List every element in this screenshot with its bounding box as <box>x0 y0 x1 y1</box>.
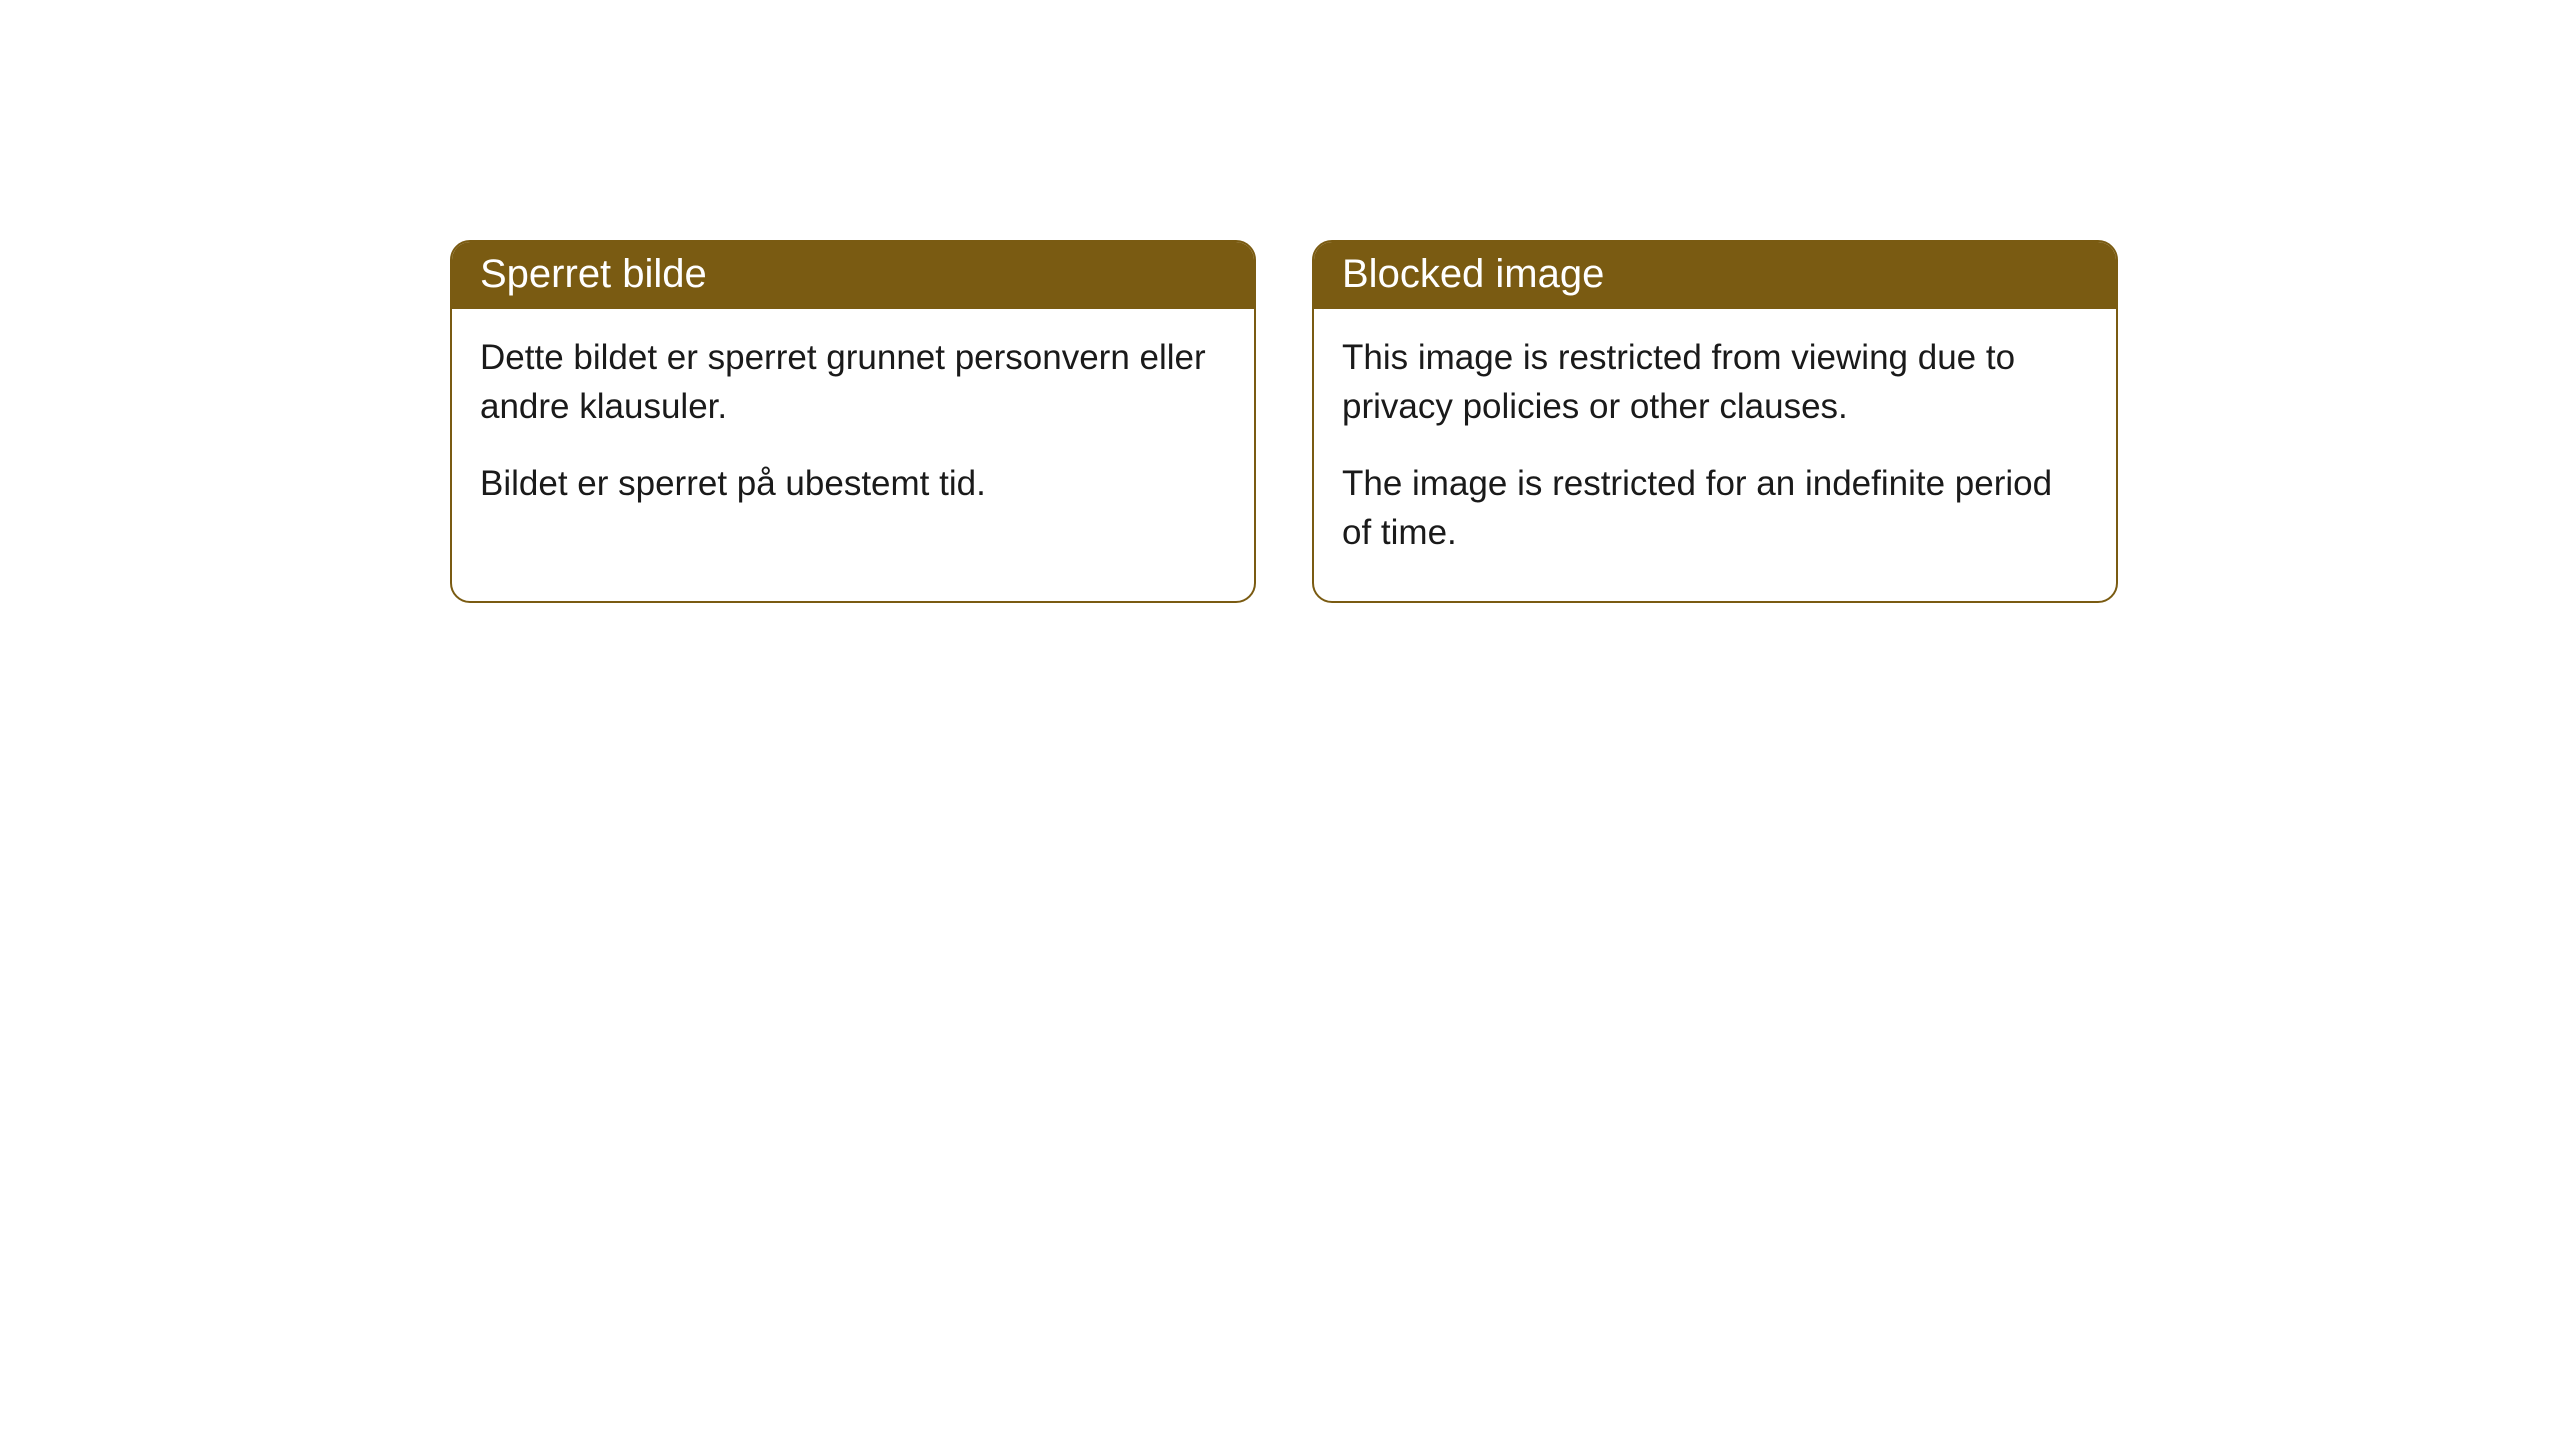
card-paragraph-en-2: The image is restricted for an indefinit… <box>1342 459 2088 557</box>
blocked-image-card-no: Sperret bilde Dette bildet er sperret gr… <box>450 240 1256 603</box>
card-header-no: Sperret bilde <box>452 242 1254 309</box>
blocked-image-card-en: Blocked image This image is restricted f… <box>1312 240 2118 603</box>
card-body-en: This image is restricted from viewing du… <box>1314 309 2116 601</box>
card-paragraph-no-1: Dette bildet er sperret grunnet personve… <box>480 333 1226 431</box>
card-paragraph-no-2: Bildet er sperret på ubestemt tid. <box>480 459 1226 508</box>
card-title-no: Sperret bilde <box>480 252 707 296</box>
card-title-en: Blocked image <box>1342 252 1604 296</box>
card-header-en: Blocked image <box>1314 242 2116 309</box>
notice-container: Sperret bilde Dette bildet er sperret gr… <box>0 0 2560 603</box>
card-body-no: Dette bildet er sperret grunnet personve… <box>452 309 1254 552</box>
card-paragraph-en-1: This image is restricted from viewing du… <box>1342 333 2088 431</box>
